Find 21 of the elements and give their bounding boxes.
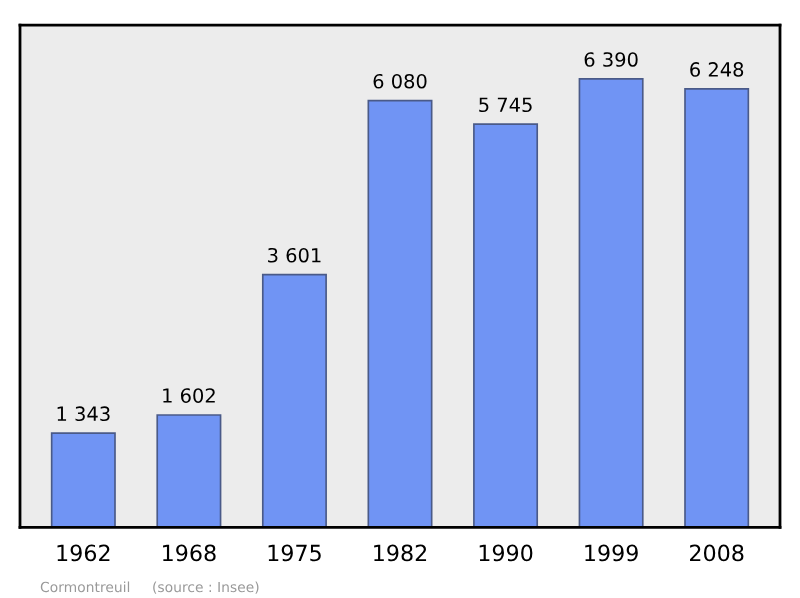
x-tick-label: 1968 — [163, 544, 216, 562]
data-label: 3 601 — [268, 247, 321, 263]
x-tick-label: 1990 — [479, 544, 533, 562]
bar — [367, 99, 433, 528]
data-label: 6 390 — [584, 52, 638, 67]
bar — [473, 123, 539, 528]
x-tick-label: 1962 — [57, 544, 110, 562]
x-tick-label: 2008 — [690, 544, 744, 562]
bar — [261, 273, 327, 528]
data-label: 6 080 — [373, 73, 427, 89]
data-label: 5 745 — [479, 97, 532, 113]
data-label: 1 602 — [163, 388, 215, 403]
x-tick-label: 1982 — [374, 544, 427, 562]
x-tick-label: 1975 — [268, 544, 321, 562]
x-tick-label: 1999 — [585, 544, 638, 562]
bar — [156, 414, 222, 528]
data-label: 6 248 — [690, 62, 744, 77]
data-label: 1 343 — [57, 406, 110, 422]
bar — [684, 88, 750, 528]
bar — [50, 432, 116, 528]
bar — [578, 78, 644, 528]
